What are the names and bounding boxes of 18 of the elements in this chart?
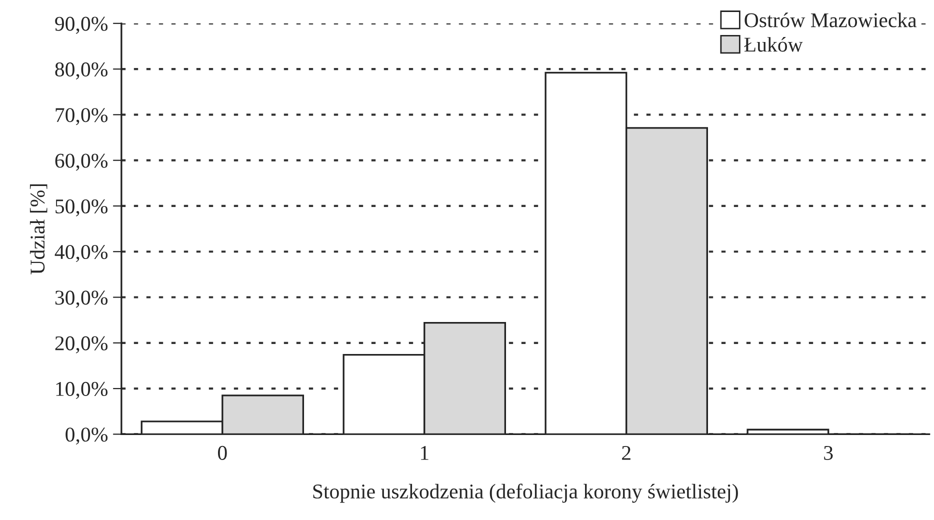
x-tick-label: 0	[218, 446, 227, 460]
x-tick-label: 1	[421, 446, 428, 460]
y-tick-label: 30,0%	[55, 290, 108, 308]
y-tick-label: 80,0%	[55, 62, 108, 80]
y-tick-label: 70,0%	[56, 108, 108, 126]
y-tick-label: 60,0%	[55, 154, 108, 171]
y-tick-label: 0,0%	[66, 428, 108, 445]
y-tick-label: 50,0%	[56, 199, 108, 216]
legend-label: Ostrów Mazowiecka	[744, 12, 917, 28]
y-tick-label: 20,0%	[55, 336, 108, 354]
legend-label: Łuków	[744, 37, 803, 52]
y-tick-label: 90,0%	[55, 16, 108, 34]
y-tick-label: 40,0%	[54, 244, 108, 262]
x-axis-title: Stopnie uszkodzenia (defoliacja korony świetlistej)	[313, 484, 738, 503]
x-tick-label: 3	[824, 446, 833, 460]
y-tick-label: 10,0%	[56, 382, 108, 399]
x-tick-label: 2	[622, 446, 630, 460]
y-axis-title: Udział [%]	[30, 184, 48, 274]
